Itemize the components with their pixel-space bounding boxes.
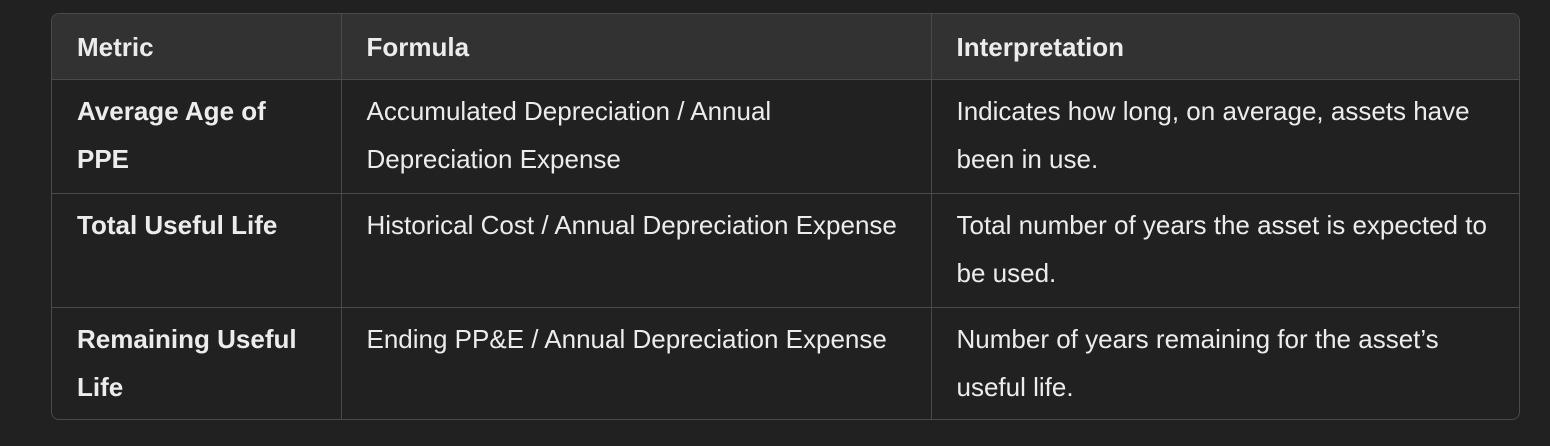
formula-cell: Historical Cost / Annual Depreciation Ex… <box>341 193 932 308</box>
table-row: Remaining Useful Life Ending PP&E / Annu… <box>52 307 1519 419</box>
table-body: Average Age of PPE Accumulated Depreciat… <box>52 79 1519 419</box>
interpretation-text: Number of years remaining for the asset’… <box>956 323 1439 402</box>
metric-cell: Remaining Useful Life <box>52 307 342 419</box>
metric-text: Total Useful Life <box>77 209 278 240</box>
column-header-interpretation: Interpretation <box>931 14 1519 80</box>
column-header-metric: Metric <box>52 14 342 80</box>
formula-text: Accumulated Depreciation / Annual Deprec… <box>366 95 772 174</box>
formula-cell: Accumulated Depreciation / Annual Deprec… <box>341 79 932 194</box>
metric-text: Remaining Useful Life <box>77 323 297 402</box>
metric-text: Average Age of PPE <box>77 95 266 174</box>
table-row: Average Age of PPE Accumulated Depreciat… <box>52 79 1519 194</box>
formula-cell: Ending PP&E / Annual Depreciation Expens… <box>341 307 932 419</box>
table-header: Metric Formula Interpretation <box>52 14 1519 80</box>
interpretation-text: Indicates how long, on average, assets h… <box>956 95 1470 174</box>
formula-text: Historical Cost / Annual Depreciation Ex… <box>366 209 897 240</box>
interpretation-cell: Indicates how long, on average, assets h… <box>931 79 1519 194</box>
metric-cell: Average Age of PPE <box>52 79 342 194</box>
metrics-table: Metric Formula Interpretation Average Ag… <box>52 14 1519 419</box>
column-header-formula: Formula <box>341 14 932 80</box>
interpretation-text: Total number of years the asset is expec… <box>956 209 1487 288</box>
table-row: Total Useful Life Historical Cost / Annu… <box>52 193 1519 308</box>
metric-cell: Total Useful Life <box>52 193 342 308</box>
formula-text: Ending PP&E / Annual Depreciation Expens… <box>366 323 887 354</box>
interpretation-cell: Number of years remaining for the asset’… <box>931 307 1519 419</box>
interpretation-cell: Total number of years the asset is expec… <box>931 193 1519 308</box>
metrics-table-container: Metric Formula Interpretation Average Ag… <box>51 13 1520 420</box>
table-header-row: Metric Formula Interpretation <box>52 14 1519 80</box>
